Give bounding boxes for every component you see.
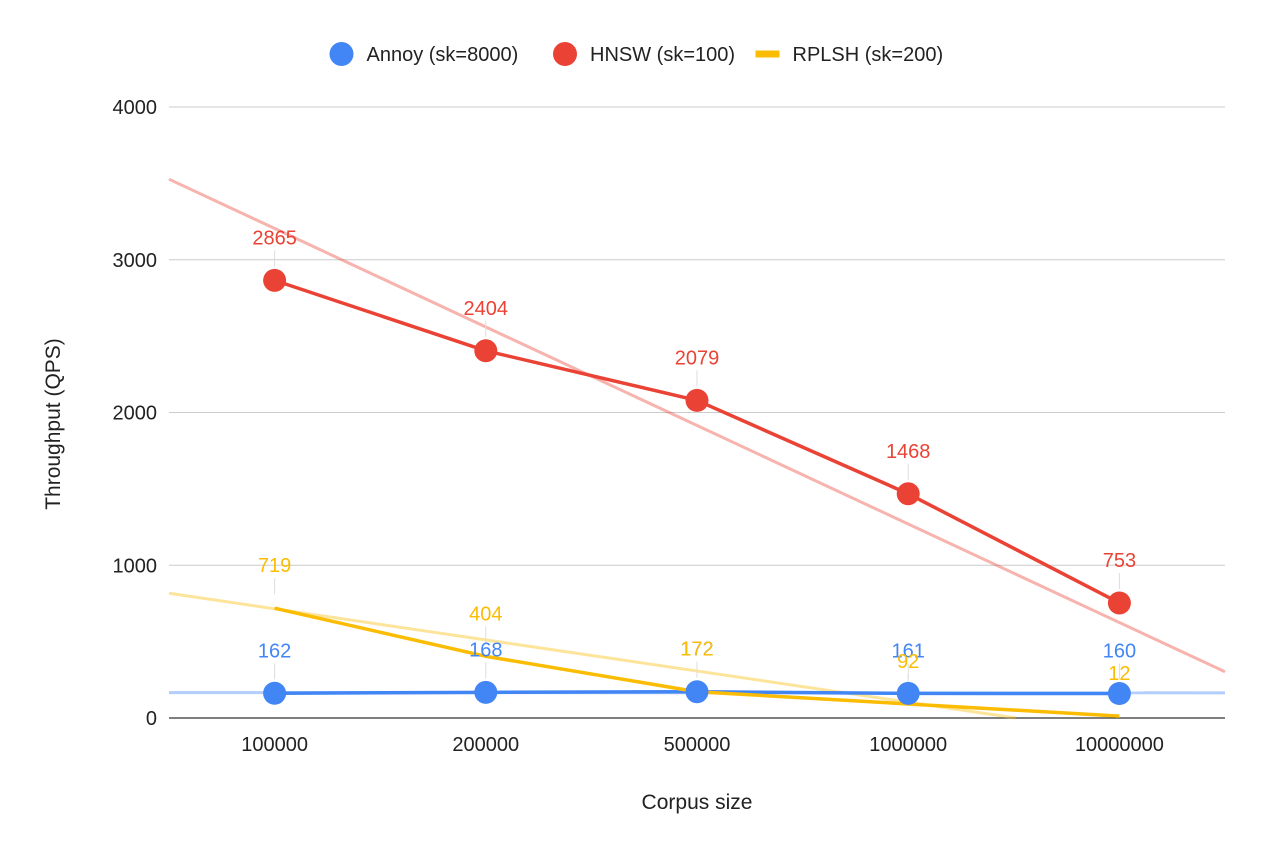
y-axis-ticks: 0 1000 2000 3000 4000 [113, 97, 158, 730]
legend-item: Annoy (sk=8000) [330, 42, 519, 66]
data-point [1108, 682, 1131, 705]
data-point [897, 482, 920, 505]
series-line [275, 280, 1120, 603]
data-point [686, 389, 709, 412]
data-point [1108, 591, 1131, 614]
x-tick-label: 1000000 [869, 734, 947, 756]
x-axis-label: Corpus size [642, 791, 753, 814]
data-label: 1468 [886, 441, 931, 463]
legend-item: RPLSH (sk=200) [756, 44, 944, 66]
y-tick-label: 2000 [113, 403, 158, 425]
data-label: 162 [258, 640, 291, 662]
data-label: 172 [680, 639, 713, 661]
data-point [474, 339, 497, 362]
data-label: 168 [469, 639, 502, 661]
y-tick-label: 3000 [113, 250, 158, 272]
y-tick-label: 4000 [113, 97, 158, 119]
x-tick-label: 10000000 [1075, 734, 1164, 756]
data-label: 753 [1103, 550, 1136, 572]
legend-label: Annoy (sk=8000) [367, 44, 519, 66]
trendline [169, 179, 1225, 672]
legend-swatch-circle [553, 42, 577, 66]
data-label: 2865 [252, 227, 297, 249]
legend-item: HNSW (sk=100) [553, 42, 735, 66]
y-tick-label: 0 [146, 708, 157, 730]
legend: Annoy (sk=8000) HNSW (sk=100) RPLSH (sk=20… [330, 42, 944, 66]
data-point [686, 680, 709, 703]
legend-label: HNSW (sk=100) [590, 44, 735, 66]
data-label: 92 [897, 651, 919, 673]
legend-swatch-circle [330, 42, 354, 66]
data-point [897, 682, 920, 705]
data-label: 12 [1108, 663, 1130, 685]
data-point [263, 269, 286, 292]
x-tick-label: 500000 [664, 734, 731, 756]
label-leaders [275, 250, 1120, 702]
y-tick-label: 1000 [113, 555, 158, 577]
data-point [474, 681, 497, 704]
x-tick-label: 200000 [452, 734, 519, 756]
legend-swatch-line [756, 51, 780, 58]
x-axis-ticks: 100000 200000 500000 1000000 10000000 [241, 734, 1164, 756]
x-tick-label: 100000 [241, 734, 308, 756]
legend-label: RPLSH (sk=200) [793, 44, 944, 66]
data-label: 719 [258, 555, 291, 577]
data-label: 2079 [675, 347, 720, 369]
y-axis-label: Throughput (QPS) [42, 338, 65, 510]
data-label: 404 [469, 603, 502, 625]
data-label: 2404 [464, 298, 509, 320]
gridlines [169, 107, 1225, 718]
data-point [263, 682, 286, 705]
data-label: 160 [1103, 641, 1136, 663]
